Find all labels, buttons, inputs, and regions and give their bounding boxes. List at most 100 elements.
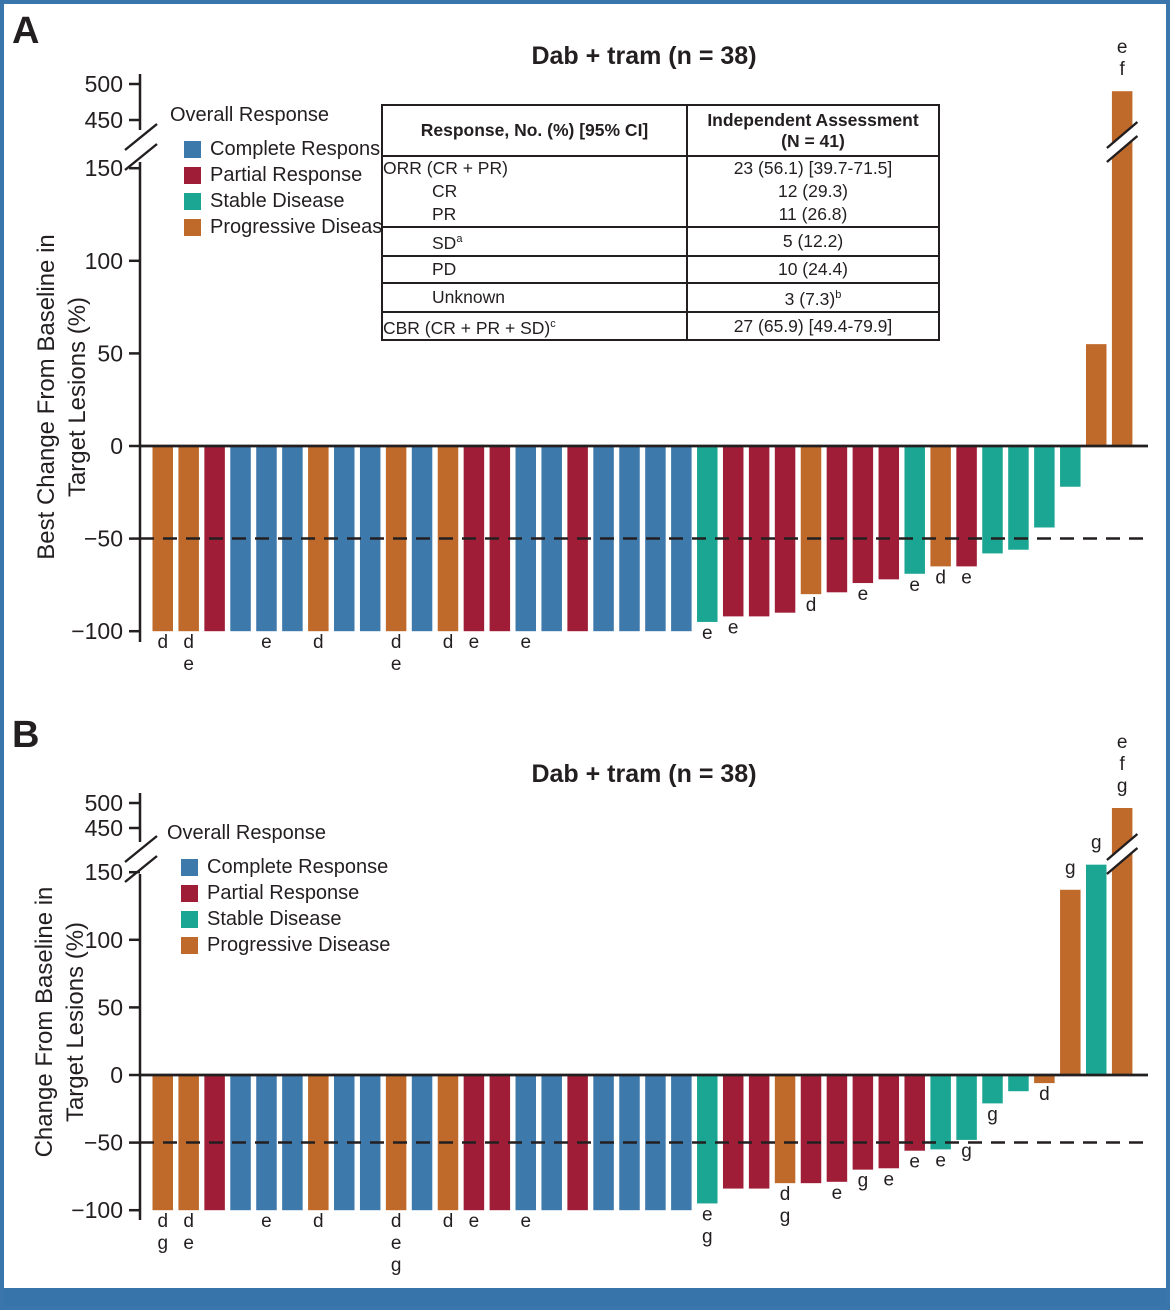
bar-pr — [800, 1075, 822, 1184]
legend-item-label: Complete Response — [210, 137, 392, 160]
y-tick-label: −50 — [84, 1130, 123, 1156]
y-tick-label: −100 — [71, 1197, 123, 1223]
bar-footnote-label: g — [1117, 776, 1128, 797]
legend-item-pr: Partial Response — [167, 880, 390, 906]
bar-sd — [1060, 446, 1081, 487]
y-tick-label: 450 — [85, 107, 123, 133]
bar-footnote-label: e — [520, 632, 531, 653]
legend-b: Overall Response Complete Response Partia… — [167, 822, 390, 958]
y-tick-label: 450 — [85, 815, 123, 841]
bar-cr — [334, 1075, 355, 1211]
bar-sd — [1008, 1075, 1029, 1092]
legend-item-label: Stable Disease — [207, 907, 342, 930]
y-tick-label: 150 — [85, 155, 123, 181]
bar-pr — [489, 1075, 511, 1211]
bar-pd — [152, 446, 173, 632]
legend-item-label: Progressive Disease — [207, 933, 391, 956]
y-tick-label: 150 — [85, 859, 123, 885]
bar-cr — [541, 446, 562, 632]
y-tick-label: 500 — [85, 790, 123, 816]
chart-title-b: Dab + tram (n = 38) — [531, 760, 757, 788]
bar-footnote-label: g — [961, 1141, 972, 1162]
y-tick-label: 50 — [97, 340, 123, 366]
legend-item-pd: Progressive Disease — [170, 214, 393, 240]
legend-item-cr: Complete Response — [167, 854, 390, 880]
table-row: SDa 5 (12.2) — [382, 227, 939, 257]
legend-item-cr: Complete Response — [170, 136, 393, 162]
bar-footnote-label: d — [157, 1211, 168, 1232]
y-tick-label: 100 — [85, 927, 123, 953]
table-row: Unknown 3 (7.3)b — [382, 282, 939, 313]
legend-swatch-icon — [181, 884, 198, 902]
bar-footnote-label: d — [183, 632, 194, 653]
bar-footnote-label: e — [961, 567, 972, 588]
bar-pr — [852, 1075, 874, 1170]
bar-cr — [541, 1075, 562, 1211]
table-cell-response-label: PD — [382, 255, 687, 284]
bar-pr — [722, 1075, 744, 1189]
bar-sd — [904, 446, 925, 574]
y-tick-label: 100 — [85, 248, 123, 274]
bar-footnote-label: g — [391, 1255, 402, 1276]
bar-footnote-label: d — [443, 632, 454, 653]
bar-footnote-label: g — [780, 1206, 791, 1227]
bar-break-icon — [1106, 121, 1139, 149]
bar-pd — [800, 446, 822, 595]
table-header-assessment: Independent Assessment (N = 41) — [686, 105, 939, 157]
legend-swatch-icon — [184, 192, 201, 210]
y-axis-label-b: Change From Baseline in Target Lesions (… — [31, 886, 89, 1158]
bar-footnote-label: e — [728, 617, 739, 638]
y-tick-label: 500 — [85, 71, 123, 97]
bar-footnote-label: e — [909, 1152, 920, 1173]
bar-break-gap — [1106, 122, 1138, 163]
bar-footnote-label: d — [157, 632, 168, 653]
bar-footnote-label: e — [183, 654, 194, 675]
bar-cr — [282, 1075, 303, 1211]
table-cell-response-label: CR — [432, 181, 458, 201]
bar-footnote-label: e — [702, 623, 713, 644]
table-cell-value: 3 (7.3)b — [686, 282, 939, 313]
bar-cr — [515, 446, 537, 632]
bar-footnote-label: e — [832, 1183, 843, 1204]
bar-pr — [489, 446, 511, 632]
bar-footnote-label: e — [1117, 732, 1128, 753]
legend-title: Overall Response — [170, 104, 329, 126]
axis-break-icon — [124, 123, 158, 151]
bar-pr — [852, 446, 874, 584]
bar-footnote-label: d — [443, 1211, 454, 1232]
bar-footnote-label: f — [1120, 59, 1126, 80]
table-cell-value: 27 (65.9) [49.4-79.9] — [686, 311, 939, 341]
bar-pd — [1085, 344, 1107, 446]
bar-footnote-label: g — [858, 1171, 869, 1192]
legend-item-label: Complete Response — [207, 855, 389, 878]
bar-footnote-label: d — [183, 1211, 194, 1232]
bar-footnote-label: e — [884, 1169, 895, 1190]
bar-footnote-label: e — [702, 1204, 713, 1225]
axis-break-icon — [124, 835, 158, 863]
bar-pr — [774, 446, 796, 613]
bar-pd — [774, 1075, 796, 1184]
bar-footnote-label: d — [780, 1184, 791, 1205]
bar-footnote-label: e — [935, 1150, 946, 1171]
bar-footnote-label: e — [858, 584, 869, 605]
y-tick-label: 50 — [97, 994, 123, 1020]
table-row: ORR (CR + PR) 23 (56.1) [39.7-71.5] — [382, 156, 939, 180]
legend-item-sd: Stable Disease — [170, 188, 393, 214]
table-row: PD 10 (24.4) — [382, 255, 939, 284]
footer-band — [4, 1288, 1166, 1306]
table-cell-response-label: PR — [382, 203, 687, 228]
bar-sd — [1034, 446, 1055, 528]
bar-sd — [1085, 864, 1107, 1075]
bar-sd — [956, 1075, 977, 1140]
bar-sd — [1008, 446, 1029, 550]
y-tick-label: −100 — [71, 618, 123, 644]
legend-swatch-icon — [181, 936, 198, 954]
bar-footnote-label: e — [469, 632, 480, 653]
response-table: Response, No. (%) [95% CI] Independent A… — [381, 104, 940, 342]
bar-sd — [697, 1075, 718, 1204]
legend-swatch-icon — [184, 166, 201, 184]
legend-a: Overall Response Complete Response Partia… — [170, 104, 393, 240]
bar-footnote-label: g — [1091, 833, 1102, 854]
waterfall-charts-svg: d dee d ded e e e ede e d eef500450150100500−50−10… — [71, 37, 1148, 1276]
